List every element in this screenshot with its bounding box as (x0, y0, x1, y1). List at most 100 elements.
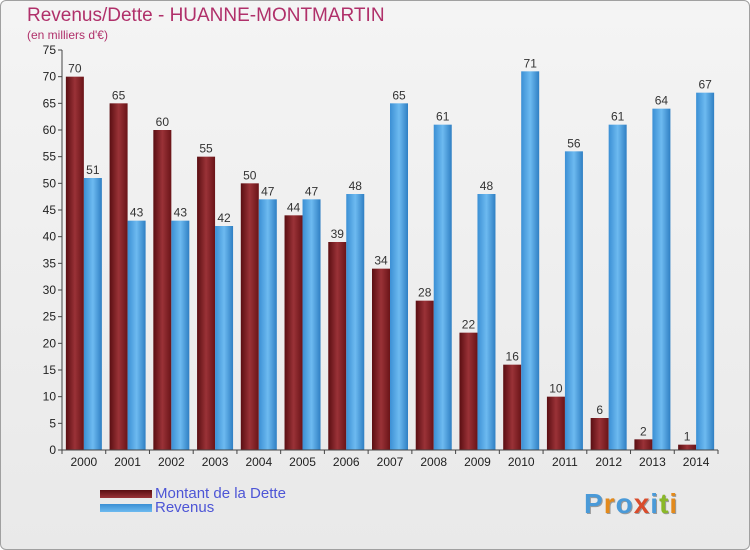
y-tick-label: 60 (43, 123, 57, 137)
bar-dette (240, 183, 259, 451)
chart-title: Revenus/Dette - HUANNE-MONTMARTIN (27, 5, 385, 26)
data-label-dette: 55 (199, 142, 213, 156)
data-label-revenus: 61 (611, 110, 625, 124)
data-label-dette: 70 (68, 62, 82, 76)
bar-revenus (608, 124, 627, 451)
bar-dette (328, 242, 347, 450)
y-tick-label: 20 (43, 336, 57, 350)
logo-letter: P (584, 488, 604, 519)
data-label-dette: 65 (112, 88, 126, 102)
data-label-dette: 28 (418, 286, 432, 300)
bar-revenus (171, 220, 190, 450)
data-label-revenus: 43 (130, 206, 144, 220)
bar-revenus (215, 226, 234, 450)
bar-revenus (433, 124, 452, 451)
x-tick-label: 2012 (595, 455, 622, 469)
x-tick-label: 2008 (420, 455, 447, 469)
bar-revenus (390, 103, 408, 450)
data-label-dette: 10 (549, 382, 563, 396)
x-tick-label: 2001 (114, 455, 141, 469)
y-tick-label: 50 (43, 176, 57, 190)
y-tick-label: 5 (49, 416, 56, 430)
data-label-dette: 2 (640, 424, 647, 438)
bar-dette (415, 300, 434, 450)
bar-revenus (302, 199, 321, 450)
x-tick-label: 2003 (202, 455, 229, 469)
bar-revenus (258, 199, 277, 450)
legend-swatch-revenus (100, 504, 152, 512)
y-tick-label: 15 (43, 363, 57, 377)
bar-revenus (696, 92, 715, 451)
logo-letter: o (615, 488, 634, 519)
x-tick-label: 2000 (71, 455, 98, 469)
data-label-dette: 44 (287, 200, 301, 214)
bar-dette (284, 215, 303, 450)
bar-dette (109, 103, 128, 450)
logo-letter: i (650, 488, 660, 519)
x-tick-label: 2014 (683, 455, 710, 469)
data-label-revenus: 42 (217, 211, 231, 225)
y-tick-label: 70 (43, 70, 57, 84)
data-label-revenus: 64 (655, 94, 669, 108)
x-tick-label: 2004 (245, 455, 272, 469)
y-tick-label: 30 (43, 283, 57, 297)
bar-revenus (83, 178, 102, 450)
y-tick-label: 25 (43, 310, 57, 324)
data-label-revenus: 67 (698, 78, 712, 92)
data-label-revenus: 43 (174, 206, 188, 220)
y-tick-label: 75 (43, 43, 57, 57)
x-tick-label: 2013 (639, 455, 666, 469)
legend-label-dette: Montant de la Dette (155, 485, 286, 502)
chart-subtitle: (en milliers d'€) (27, 28, 108, 42)
data-label-revenus: 48 (349, 179, 363, 193)
data-label-revenus: 48 (480, 179, 494, 193)
data-label-revenus: 71 (524, 56, 538, 70)
logo-letter: r (603, 488, 616, 519)
bar-dette (634, 439, 653, 450)
legend-swatch-dette (100, 490, 152, 498)
y-tick-label: 55 (43, 150, 57, 164)
bar-dette (678, 444, 697, 450)
bar-dette (503, 364, 522, 450)
bar-dette (372, 268, 390, 450)
y-tick-label: 40 (43, 230, 57, 244)
data-label-revenus: 56 (567, 136, 581, 150)
proxiti-logo: Proxiti (584, 488, 678, 520)
data-label-dette: 6 (596, 403, 603, 417)
data-label-revenus: 51 (86, 163, 100, 177)
bar-revenus (652, 108, 671, 451)
y-tick-label: 10 (43, 390, 57, 404)
data-label-dette: 39 (331, 227, 345, 241)
x-tick-label: 2006 (333, 455, 360, 469)
bar-revenus (521, 71, 540, 450)
data-label-dette: 50 (243, 168, 257, 182)
bar-dette (590, 418, 609, 450)
bar-dette (546, 396, 565, 450)
y-tick-label: 65 (43, 96, 57, 110)
bar-revenus (346, 194, 365, 450)
x-tick-label: 2010 (508, 455, 535, 469)
bar-dette (459, 332, 478, 450)
x-tick-label: 2005 (289, 455, 316, 469)
x-tick-label: 2011 (552, 455, 578, 469)
logo-letter: i (669, 488, 679, 519)
data-label-revenus: 47 (305, 184, 319, 198)
bar-revenus (127, 220, 146, 450)
data-label-dette: 1 (684, 430, 691, 444)
bar-revenus (477, 194, 496, 450)
bar-dette (153, 130, 172, 450)
bar-revenus (564, 151, 583, 451)
x-tick-label: 2007 (377, 455, 404, 469)
logo-letter: x (633, 488, 651, 519)
y-tick-label: 45 (43, 203, 57, 217)
bar-dette (65, 76, 84, 451)
y-tick-label: 0 (49, 443, 56, 457)
logo-letter: t (659, 488, 670, 519)
legend-label-revenus: Revenus (155, 499, 215, 516)
data-label-dette: 60 (156, 115, 170, 129)
bar-dette (197, 156, 216, 450)
data-label-revenus: 47 (261, 184, 275, 198)
x-tick-label: 2009 (464, 455, 491, 469)
data-label-revenus: 65 (392, 88, 406, 102)
